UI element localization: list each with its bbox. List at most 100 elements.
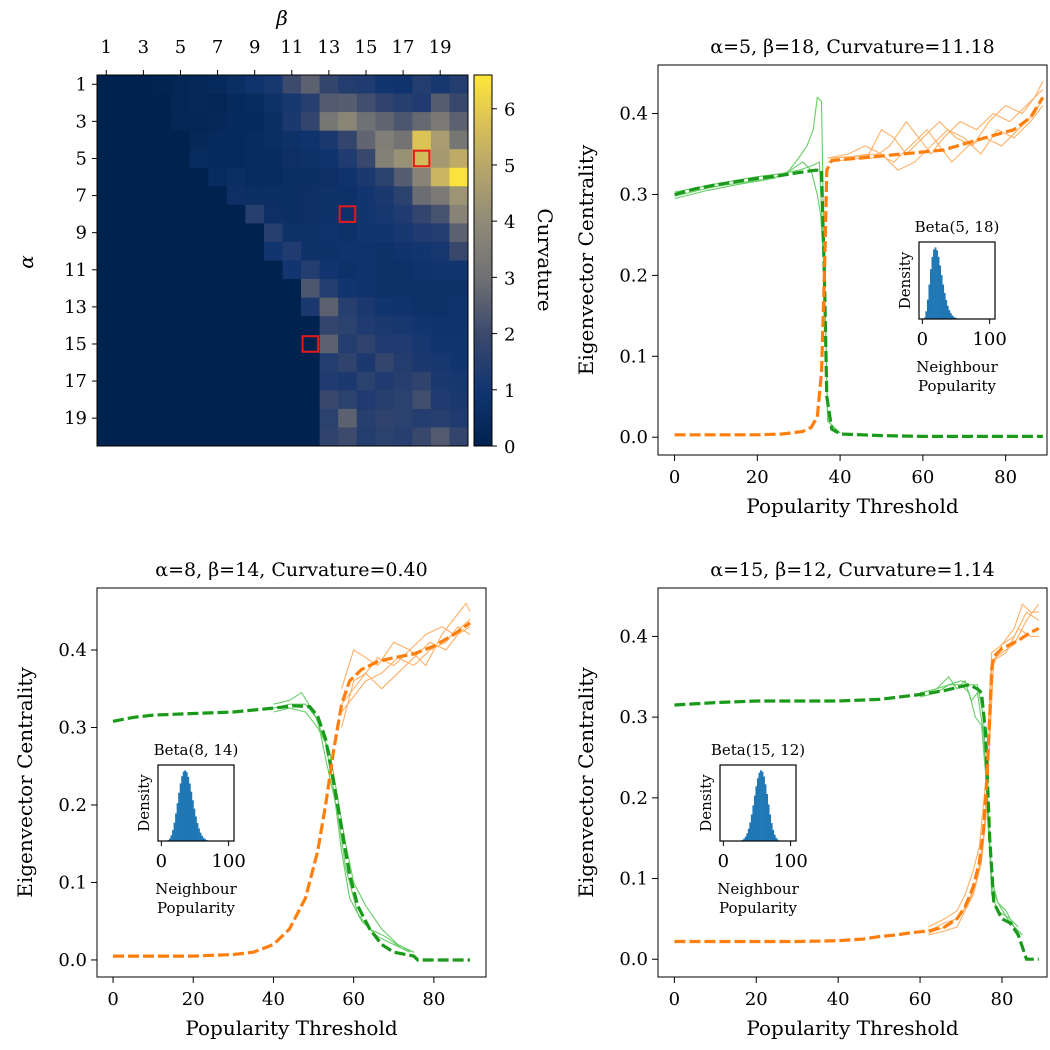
inset-bar	[951, 315, 954, 319]
heatmap-cell	[282, 279, 302, 298]
heatmap-cell	[245, 390, 265, 410]
orange-run-line	[928, 603, 1039, 928]
heatmap-cell	[226, 93, 246, 113]
heatmap-cell	[430, 316, 450, 336]
heatmap-x-tick-label: 15	[355, 37, 378, 58]
inset-x-tick-label: 100	[211, 851, 245, 872]
inset-bar	[760, 770, 762, 841]
heatmap-cell	[189, 390, 209, 410]
heatmap-cell	[375, 93, 395, 113]
y-tick-label: 0.1	[619, 346, 648, 367]
inset-bar	[937, 256, 940, 319]
heatmap-cell	[430, 204, 450, 224]
heatmap-cell	[171, 93, 191, 113]
heatmap-cell	[171, 316, 191, 336]
y-tick-label: 0.4	[619, 626, 648, 647]
x-tick-label: 60	[909, 989, 932, 1010]
heatmap-cell	[226, 186, 246, 206]
heatmap-cell	[189, 93, 209, 113]
heatmap-cell	[97, 334, 116, 354]
heatmap-cell	[375, 112, 395, 132]
heatmap-cell	[263, 112, 283, 132]
heatmap-cell	[338, 223, 358, 243]
heatmap-y-tick-label: 5	[76, 148, 87, 169]
heatmap-y-tick-label: 15	[64, 334, 87, 355]
heatmap-cell	[208, 186, 228, 206]
heatmap-cell	[375, 75, 395, 94]
y-axis-label: Eigenvector Centrality	[574, 667, 598, 898]
inset-bar	[201, 835, 203, 841]
heatmap-cell	[226, 260, 246, 280]
heatmap-cell	[134, 204, 154, 224]
x-tick-label: 60	[342, 989, 365, 1010]
inset-bar	[752, 805, 755, 841]
inset-histogram: 0 100 Beta(8, 14)Density NeighbourPopularit…	[135, 741, 246, 917]
heatmap-cell	[449, 241, 469, 261]
heatmap-cell	[263, 204, 283, 224]
orange-run-line	[827, 105, 1044, 171]
heatmap-cell	[449, 279, 469, 298]
heatmap-cell	[189, 186, 209, 206]
heatmap-cell	[226, 130, 246, 150]
inset-bar	[926, 299, 929, 319]
inset-bar	[179, 783, 182, 841]
heatmap-cell	[356, 353, 376, 373]
heatmap-cell	[393, 149, 413, 169]
heatmap-cell	[412, 297, 432, 317]
inset-bar	[184, 770, 187, 841]
line-panel: α=15, β=12, Curvature=1.14 0 20 40 60 80 0.0 0.…	[574, 559, 1048, 1040]
heatmap-cell	[393, 297, 413, 317]
inset-bar	[769, 814, 772, 841]
heatmap-cell	[356, 279, 376, 298]
colorbar-tick-label: 6	[504, 100, 515, 121]
heatmap-cell	[356, 223, 376, 243]
heatmap-cell	[393, 241, 413, 261]
heatmap-cell	[282, 186, 302, 206]
heatmap-cell	[375, 130, 395, 150]
heatmap-cell	[393, 112, 413, 132]
inset-bar	[766, 794, 768, 841]
inset-title: Beta(8, 14)	[154, 741, 239, 759]
heatmap-cell	[393, 390, 413, 410]
heatmap-cell	[319, 316, 339, 336]
heatmap-cell	[189, 204, 209, 224]
heatmap-cell	[393, 260, 413, 280]
inset-bar	[930, 269, 932, 319]
heatmap-cell	[97, 427, 116, 447]
heatmap-cell	[338, 130, 358, 150]
heatmap-cell	[263, 353, 283, 373]
heatmap-cell	[393, 204, 413, 224]
heatmap-x-tick-label: 17	[392, 37, 415, 58]
inset-bar	[191, 800, 194, 841]
heatmap-cell	[301, 93, 320, 113]
colorbar-tick-label: 0	[504, 437, 515, 458]
heatmap-cell	[171, 75, 191, 94]
heatmap-cell	[134, 241, 154, 261]
heatmap-cell	[430, 279, 450, 298]
heatmap-cell	[301, 408, 320, 428]
heatmap-cell	[245, 279, 265, 298]
heatmap-cell	[430, 297, 450, 317]
heatmap-cell	[152, 112, 172, 132]
inset-bar	[756, 778, 759, 841]
heatmap-cell	[319, 427, 339, 447]
heatmap-cell	[449, 408, 469, 428]
heatmap-cell	[226, 427, 246, 447]
y-tick-label: 0.2	[619, 788, 648, 809]
heatmap-frame	[96, 74, 469, 447]
heatmap-cell	[319, 390, 339, 410]
heatmap-cell	[356, 371, 376, 391]
heatmap-cell	[208, 316, 228, 336]
heatmap-cell	[319, 167, 339, 187]
inset-x-tick-label: 100	[972, 329, 1006, 350]
heatmap-cell	[245, 260, 265, 280]
heatmap-cell	[430, 427, 450, 447]
heatmap-cell	[189, 223, 209, 243]
heatmap-cell	[171, 353, 191, 373]
x-tick-label: 0	[669, 467, 680, 488]
y-tick-label: 0.4	[58, 640, 87, 661]
inset-x-label: Neighbour	[155, 880, 237, 898]
heatmap-y-tick-label: 17	[64, 371, 87, 392]
heatmap-cell	[189, 149, 209, 169]
y-tick-label: 0.0	[619, 427, 648, 448]
